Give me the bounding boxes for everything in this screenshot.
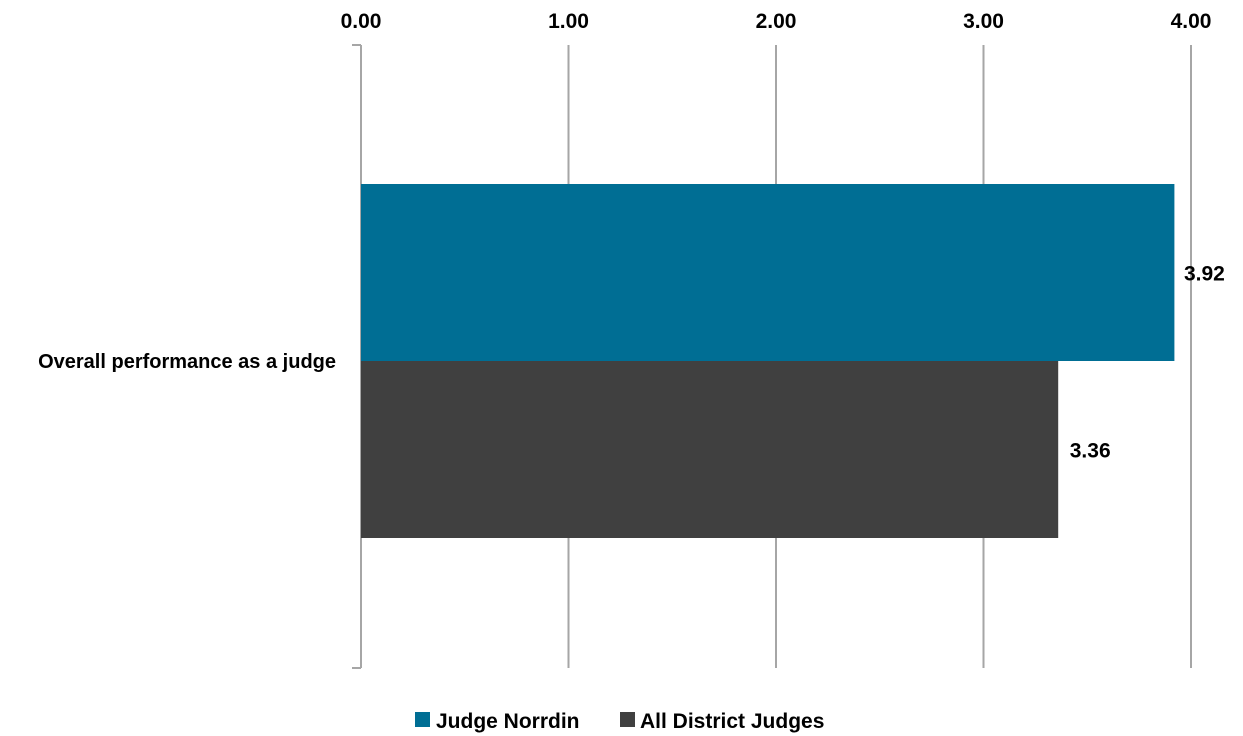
legend-label-all-district-judges: All District Judges bbox=[640, 710, 824, 733]
legend: Judge Norrdin All District Judges bbox=[415, 710, 824, 733]
x-tick-label-2: 2.00 bbox=[756, 10, 797, 33]
data-label-judge-norrdin: 3.92 bbox=[1184, 263, 1225, 286]
value-axis: 0.00 1.00 2.00 3.00 4.00 bbox=[341, 10, 1212, 669]
x-tick-label-1: 1.00 bbox=[548, 10, 589, 33]
bar-all-district-judges bbox=[361, 361, 1059, 538]
x-tick-label-4: 4.00 bbox=[1171, 10, 1212, 33]
x-tick-label-0: 0.00 bbox=[341, 10, 382, 33]
data-label-all-district-judges: 3.36 bbox=[1070, 440, 1111, 463]
bar-judge-norrdin bbox=[361, 184, 1175, 361]
bars bbox=[361, 184, 1175, 538]
legend-label-judge-norrdin: Judge Norrdin bbox=[436, 710, 580, 733]
category-label: Overall performance as a judge bbox=[38, 351, 336, 373]
legend-swatch-judge-norrdin bbox=[415, 712, 430, 727]
legend-swatch-all-district-judges bbox=[620, 712, 635, 727]
x-tick-label-3: 3.00 bbox=[963, 10, 1004, 33]
labels: 3.92 3.36 Overall performance as a judge bbox=[38, 263, 1225, 463]
